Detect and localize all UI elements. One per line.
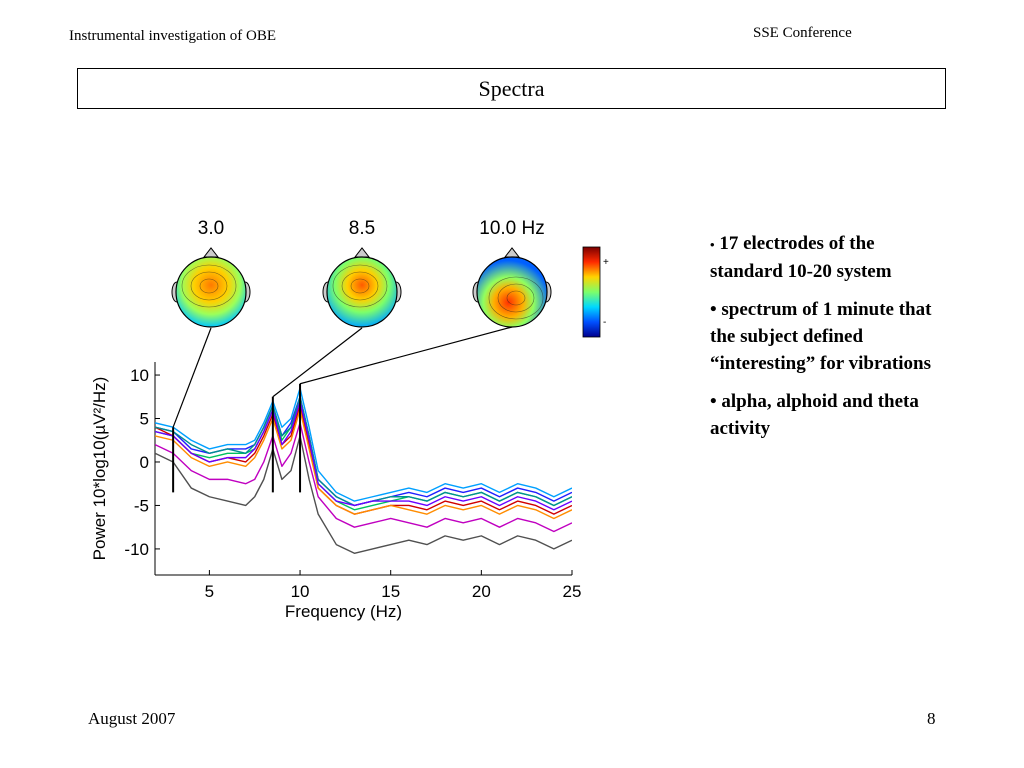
topomap-head <box>326 256 398 328</box>
topomap-nose <box>503 247 521 258</box>
bullet-item: • alpha, alphoid and theta activity <box>710 391 919 439</box>
colorbar-minus-label: - <box>603 317 606 328</box>
bullet-item: • spectrum of 1 minute that the subject … <box>710 299 932 374</box>
x-tick-label: 10 <box>291 582 310 601</box>
header-left-text: Instrumental investigation of OBE <box>69 28 277 44</box>
series-line-6 <box>155 409 572 520</box>
topomap-nose <box>353 247 371 258</box>
series-line-1 <box>155 387 572 502</box>
topomap-nose <box>202 247 220 258</box>
y-axis-label: Power 10*log10(µV²/Hz) <box>90 377 109 561</box>
topomap-contour <box>506 290 526 306</box>
topomap-contour <box>488 276 544 320</box>
topomap-contour <box>341 271 379 301</box>
slide-title: Spectra <box>478 75 545 101</box>
colorbar <box>582 246 601 338</box>
header-right-text: SSE Conference <box>753 25 852 41</box>
topomap-contour <box>181 264 237 308</box>
slide-title-box: Spectra <box>77 68 946 109</box>
connector-line <box>299 326 513 385</box>
topomap-label: 10.0 Hz <box>479 218 544 239</box>
footer-date: August 2007 <box>88 709 176 728</box>
bullet-item: • 17 electrodes of the standard 10-20 sy… <box>710 233 892 282</box>
series-line-8 <box>155 400 572 511</box>
series-line-4 <box>155 422 572 533</box>
page-number: 8 <box>927 709 936 728</box>
topomap-label: 3.0 <box>198 218 224 239</box>
x-tick-label: 15 <box>381 582 400 601</box>
connector-line <box>172 327 212 428</box>
topomap-label: 8.5 <box>349 218 375 239</box>
y-tick-label: 10 <box>130 366 149 385</box>
x-tick-label: 25 <box>563 582 582 601</box>
series-line-7 <box>155 396 572 507</box>
y-tick-label: -10 <box>124 540 149 559</box>
topomap-contour <box>199 278 219 294</box>
x-tick-label: 5 <box>205 582 214 601</box>
y-tick-label: -5 <box>134 496 149 515</box>
topomap-contour <box>497 283 535 313</box>
topomap-contour <box>332 264 388 308</box>
connector-line <box>272 327 363 398</box>
series-line-2 <box>155 400 572 511</box>
series-line-5 <box>155 435 572 554</box>
x-axis-label: Frequency (Hz) <box>285 602 402 621</box>
topomap-contour <box>190 271 228 301</box>
bullet-list: • 17 electrodes of the standard 10-20 sy… <box>710 230 945 453</box>
colorbar-plus-label: + <box>603 257 609 268</box>
x-tick-label: 20 <box>472 582 491 601</box>
topomap-head <box>175 256 247 328</box>
series-group <box>155 387 572 554</box>
y-tick-label: 0 <box>140 453 149 472</box>
topomap-contour <box>350 278 370 294</box>
y-tick-label: 5 <box>140 410 149 429</box>
